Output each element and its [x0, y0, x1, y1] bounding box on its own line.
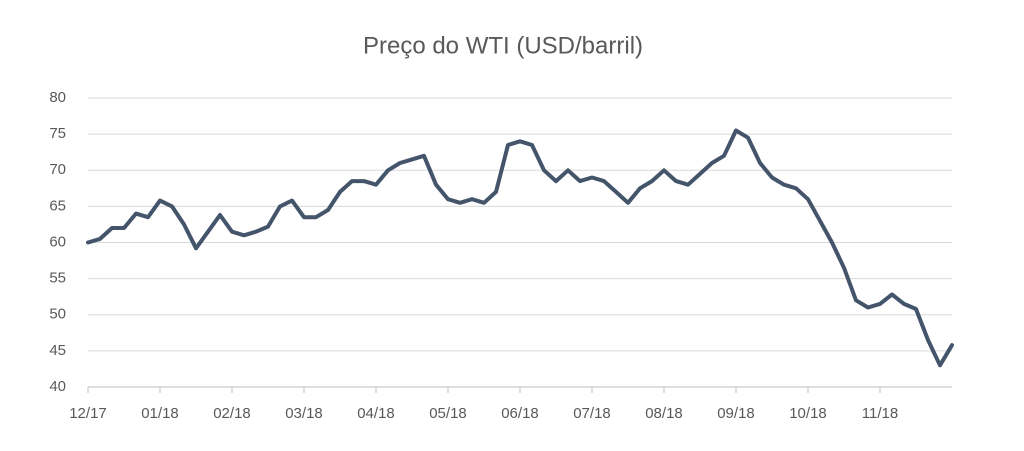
- chart-title: Preço do WTI (USD/barril): [363, 32, 643, 59]
- x-tick-label: 12/17: [69, 405, 107, 422]
- x-tick-label: 08/18: [645, 405, 683, 422]
- price-line: [86, 128, 954, 368]
- x-tick-label: 07/18: [573, 405, 611, 422]
- y-tick-label: 45: [49, 342, 66, 359]
- y-tick-label: 55: [49, 270, 66, 287]
- x-tick-label: 11/18: [862, 405, 898, 422]
- y-tick-label: 60: [49, 233, 66, 250]
- x-tick-label: 10/18: [789, 405, 827, 422]
- y-tick-label: 50: [49, 306, 66, 323]
- y-tick-label: 75: [49, 125, 66, 142]
- x-tick-label: 01/18: [141, 405, 179, 422]
- y-tick-label: 70: [49, 161, 66, 178]
- x-tick-label: 06/18: [501, 405, 539, 422]
- y-tick-label: 65: [49, 197, 66, 214]
- x-tick-label: 02/18: [213, 405, 251, 422]
- x-tick-label: 05/18: [429, 405, 467, 422]
- x-tick-label: 04/18: [357, 405, 395, 422]
- y-tick-label: 40: [49, 378, 66, 395]
- y-tick-label: 80: [49, 89, 66, 106]
- x-tick-label: 03/18: [285, 405, 323, 422]
- x-tick-label: 09/18: [717, 405, 755, 422]
